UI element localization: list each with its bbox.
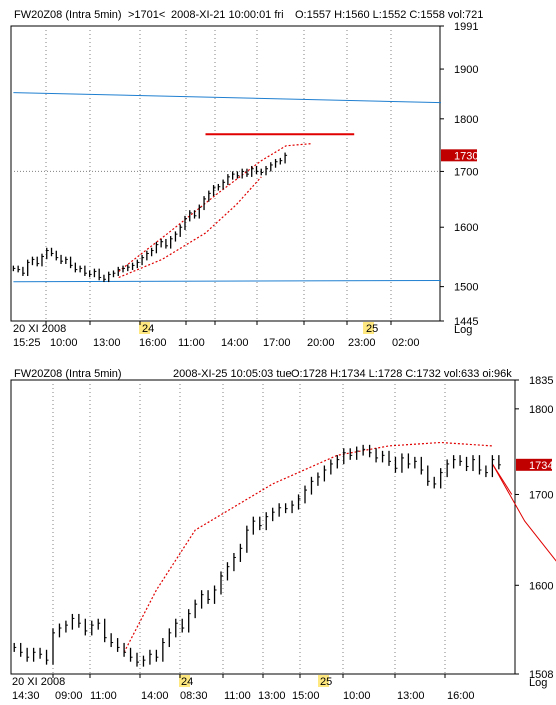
x-time-label: 10:00	[343, 690, 371, 702]
last-price-badge	[441, 149, 477, 162]
last-price-value: 1730	[454, 150, 478, 162]
x-time-label: 13:00	[397, 690, 425, 702]
x-date-label: 20 XI 2008	[13, 323, 66, 335]
symbol-label: FW20Z08 (Intra 5min)	[14, 368, 122, 380]
x-time-label: 13:00	[93, 337, 121, 349]
date-marker-bg	[139, 322, 150, 334]
x-time-label: 09:00	[55, 690, 83, 702]
x-time-label: 11:00	[178, 337, 205, 349]
x-time-label: 20:00	[307, 337, 335, 349]
x-date-label: 20 XI 2008	[12, 676, 65, 688]
ohlc-label: O:1557 H:1560 L:1552 C:1558 vol:721	[295, 9, 484, 21]
x-time-label: 16:00	[139, 337, 167, 349]
ellipse-upper-curve	[118, 143, 311, 272]
chart-panel-bottom: FW20Z08 (Intra 5min) 2008-XI-25 10:05:03…	[0, 362, 556, 705]
x-time-label: 10:00	[50, 337, 78, 349]
y-tick-label: 1500	[454, 282, 478, 294]
last-price-badge	[516, 458, 552, 471]
x-date-label: 24	[181, 676, 193, 688]
y-tick-label: 1700	[454, 166, 478, 178]
projection-line	[491, 463, 556, 562]
chart-panel-top: FW20Z08 (Intra 5min) >1701< 2008-XI-21 1…	[0, 0, 556, 352]
arc-curve	[123, 441, 493, 653]
log-scale-label: Log	[529, 677, 547, 689]
chart-header-top: FW20Z08 (Intra 5min) >1701< 2008-XI-21 1…	[0, 0, 556, 21]
x-time-label: 15:00	[292, 690, 320, 702]
x-time-label: 13:00	[258, 690, 286, 702]
x-time-label: 11:00	[90, 690, 117, 702]
x-time-label: 11:00	[224, 690, 251, 702]
y-tick-label: 1835	[529, 375, 553, 387]
log-scale-label: Log	[454, 324, 472, 336]
projection-line	[491, 463, 513, 495]
ohlc-label: O:1728 H:1734 L:1728 C:1732 vol:633 oi:9…	[291, 368, 512, 380]
channel-upper-line	[13, 92, 442, 104]
date-marker-bg	[363, 322, 374, 334]
x-time-label: 08:30	[180, 690, 208, 702]
x-time-label: 23:00	[348, 337, 376, 349]
y-tick-label: 1800	[529, 404, 553, 416]
x-time-label: 14:00	[141, 690, 169, 702]
symbol-label: FW20Z08 (Intra 5min)	[14, 9, 122, 21]
marker-label: >1701<	[128, 9, 166, 21]
plot-frame	[10, 25, 441, 322]
y-tick-label: 1600	[454, 222, 478, 234]
ellipse-lower-curve	[118, 176, 262, 279]
x-time-label: 14:30	[12, 690, 40, 702]
x-date-label: 25	[320, 676, 332, 688]
x-time-label: 17:00	[263, 337, 291, 349]
y-tick-label: 1991	[454, 21, 478, 33]
date-marker-bg	[318, 675, 329, 687]
last-price-value: 1734	[529, 460, 553, 472]
x-time-label: 14:00	[221, 337, 249, 349]
datetime-label: 2008-XI-25 10:05:03 tue	[173, 368, 292, 380]
y-tick-label: 1508	[529, 669, 553, 681]
chart-header-bottom: FW20Z08 (Intra 5min) 2008-XI-25 10:05:03…	[0, 362, 556, 380]
x-date-label: 25	[366, 323, 378, 335]
x-time-label: 15:25	[13, 337, 41, 349]
y-tick-label: 1445	[454, 316, 478, 328]
datetime-label: 2008-XI-21 10:00:01 fri	[171, 9, 284, 21]
channel-lower-line	[13, 280, 442, 283]
x-date-label: 24	[142, 323, 154, 335]
x-time-label: 16:00	[447, 690, 475, 702]
x-time-label: 02:00	[392, 337, 420, 349]
y-tick-label: 1700	[529, 489, 553, 501]
y-tick-label: 1600	[529, 580, 553, 592]
y-tick-label: 1800	[454, 114, 478, 126]
date-marker-bg	[179, 675, 190, 687]
y-tick-label: 1900	[454, 64, 478, 76]
